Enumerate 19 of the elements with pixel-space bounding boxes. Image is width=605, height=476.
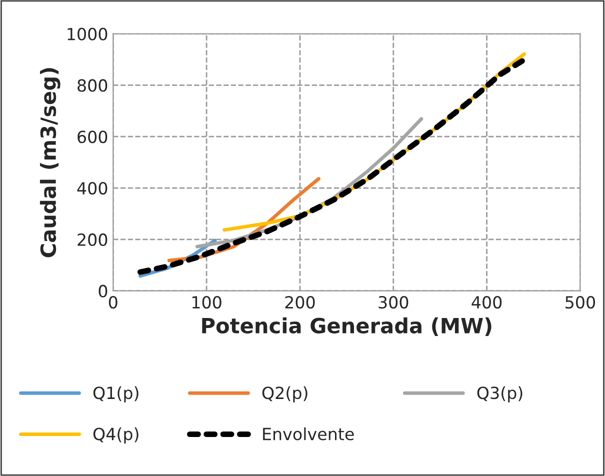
legend-label: Q1(p) xyxy=(93,386,138,402)
legend-label: Q3(p) xyxy=(477,386,522,402)
y-tick-label: 800 xyxy=(78,79,108,92)
legend-label: Q2(p) xyxy=(262,386,308,402)
legend-label: Q4(p) xyxy=(93,427,138,444)
y-tick-label: 200 xyxy=(78,233,108,246)
y-tick-label: 1000 xyxy=(68,28,108,40)
x-tick-label: 0 xyxy=(108,296,118,309)
x-tick-label: 200 xyxy=(285,296,315,309)
x-axis-title: Potencia Generada (MW) xyxy=(202,317,492,336)
y-tick-label: 0 xyxy=(98,284,108,298)
x-tick-label: 300 xyxy=(378,296,408,309)
x-tick-label: 100 xyxy=(192,296,222,309)
y-axis-title: Caudal (m3/seg) xyxy=(40,68,60,258)
x-tick-label: 400 xyxy=(472,296,502,309)
legend-label: Envolvente xyxy=(263,427,354,440)
y-tick-label: 400 xyxy=(77,182,108,195)
y-tick-label: 600 xyxy=(78,130,108,144)
x-tick-label: 500 xyxy=(566,296,595,309)
